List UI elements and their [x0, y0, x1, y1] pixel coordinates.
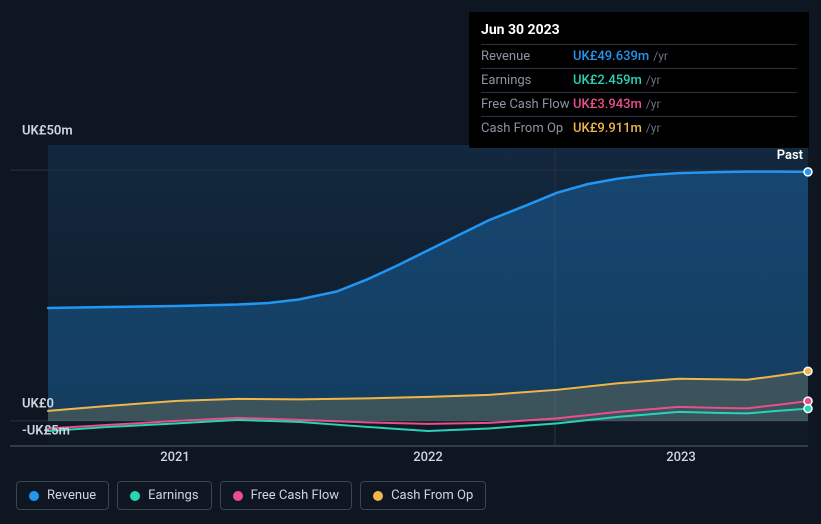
- legend-label: Revenue: [47, 488, 96, 503]
- y-tick-0: UK£0: [22, 397, 54, 412]
- x-tick-2023: 2023: [666, 450, 696, 465]
- legend-dot-icon: [29, 491, 39, 501]
- chart-tooltip: Jun 30 2023 Revenue UK£49.639m /yr Earni…: [469, 12, 809, 148]
- tooltip-label: Revenue: [481, 49, 573, 64]
- x-tick-2021: 2021: [160, 450, 190, 465]
- tooltip-value: UK£9.911m: [573, 121, 642, 136]
- tooltip-unit: /yr: [646, 121, 661, 135]
- legend-dot-icon: [130, 491, 140, 501]
- legend-item-cfo[interactable]: Cash From Op: [360, 481, 486, 510]
- legend-label: Earnings: [148, 488, 198, 503]
- tooltip-label: Cash From Op: [481, 121, 573, 136]
- tooltip-row-fcf: Free Cash Flow UK£3.943m /yr: [481, 93, 797, 117]
- chart-legend: Revenue Earnings Free Cash Flow Cash Fro…: [16, 481, 486, 510]
- x-tick-2022: 2022: [413, 450, 443, 465]
- tooltip-value: UK£49.639m: [573, 49, 649, 64]
- y-tick-neg5: -UK£5m: [22, 424, 70, 439]
- legend-dot-icon: [373, 491, 383, 501]
- legend-item-earnings[interactable]: Earnings: [117, 481, 211, 510]
- tooltip-label: Earnings: [481, 73, 573, 88]
- legend-label: Free Cash Flow: [251, 488, 339, 503]
- y-tick-50: UK£50m: [22, 124, 73, 139]
- tooltip-date: Jun 30 2023: [481, 22, 797, 45]
- tooltip-row-revenue: Revenue UK£49.639m /yr: [481, 45, 797, 69]
- financials-chart: UK£50m UK£0 -UK£5m 2021 2022 2023 Past J…: [0, 0, 821, 524]
- legend-item-revenue[interactable]: Revenue: [16, 481, 109, 510]
- tooltip-unit: /yr: [653, 49, 668, 63]
- legend-item-fcf[interactable]: Free Cash Flow: [220, 481, 352, 510]
- tooltip-label: Free Cash Flow: [481, 97, 573, 112]
- legend-label: Cash From Op: [391, 488, 473, 503]
- past-label: Past: [777, 148, 803, 163]
- tooltip-value: UK£3.943m: [573, 97, 642, 112]
- tooltip-value: UK£2.459m: [573, 73, 642, 88]
- tooltip-unit: /yr: [646, 97, 661, 111]
- legend-dot-icon: [233, 491, 243, 501]
- tooltip-unit: /yr: [646, 73, 661, 87]
- tooltip-row-earnings: Earnings UK£2.459m /yr: [481, 69, 797, 93]
- tooltip-row-cfo: Cash From Op UK£9.911m /yr: [481, 117, 797, 140]
